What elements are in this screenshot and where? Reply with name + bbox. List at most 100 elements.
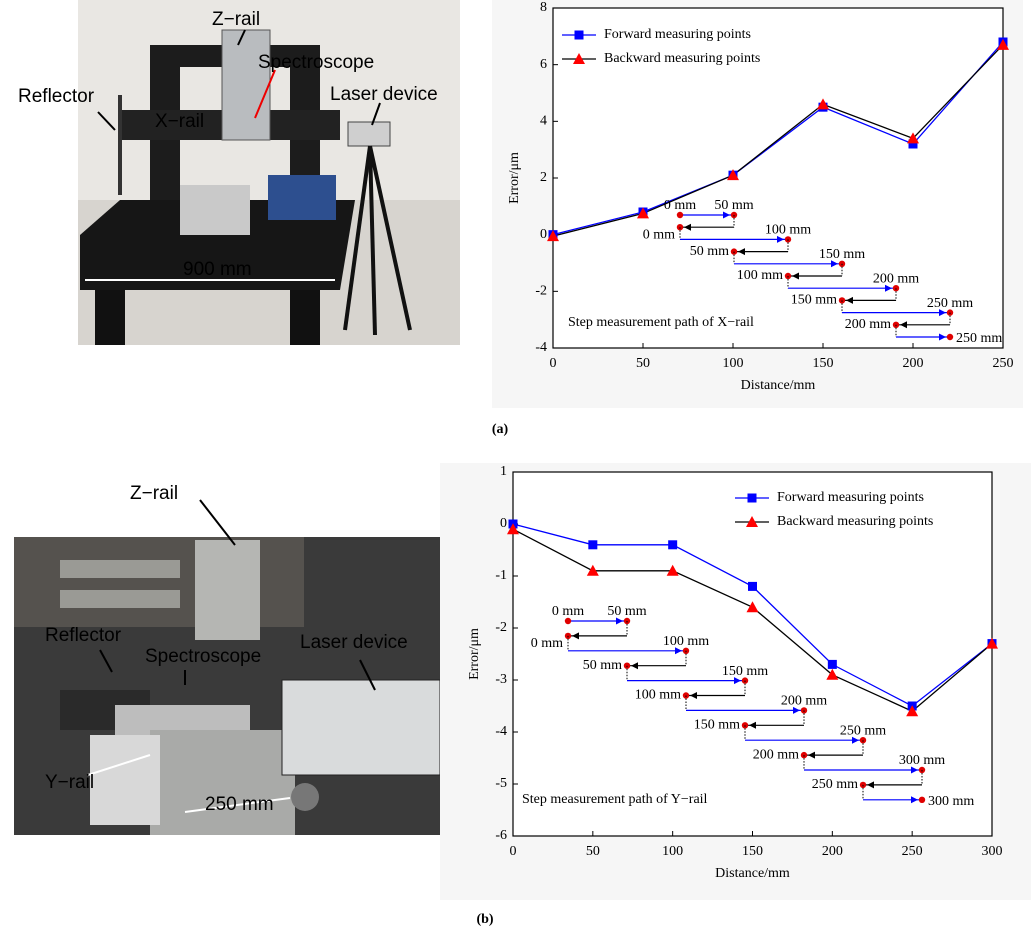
y-tick-label: 4: [540, 114, 547, 129]
marker-square: [827, 659, 837, 669]
y-axis-label: Error/μm: [467, 628, 482, 680]
x-tick-label: 250: [902, 844, 923, 859]
arrow-head: [846, 296, 853, 304]
arrow-head: [631, 662, 638, 670]
y-axis-label: Error/μm: [507, 152, 522, 204]
marker-triangle: [666, 564, 679, 576]
table-leg: [290, 290, 320, 345]
path-annotation: 150 mm: [819, 247, 865, 262]
path-annotation: 50 mm: [714, 198, 753, 213]
legend-label: Forward measuring points: [604, 27, 751, 42]
path-annotation: 100 mm: [737, 268, 783, 283]
x-tick-label: 200: [903, 356, 924, 371]
legend-label: Backward measuring points: [604, 51, 760, 66]
x-axis-label: Distance/mm: [741, 378, 816, 393]
y-tick-label: -4: [535, 340, 547, 355]
x-tick-label: 50: [586, 844, 600, 859]
y-tick-label: -4: [495, 724, 507, 739]
arrow-head: [723, 211, 730, 219]
x-axis-label: Distance/mm: [715, 866, 790, 881]
arrow-head: [777, 235, 784, 243]
arrow-head: [939, 309, 946, 317]
x-tick-label: 200: [822, 844, 843, 859]
marker-square: [668, 540, 678, 550]
arrow-head: [808, 751, 815, 759]
path-annotation: 100 mm: [765, 223, 811, 238]
series-line: [552, 41, 1004, 236]
pointer: [237, 29, 246, 46]
path-annotation: 0 mm: [552, 604, 584, 619]
photo-label: Y−rail: [45, 772, 94, 793]
path-annotation: 250 mm: [812, 777, 858, 792]
path-annotation: 100 mm: [635, 688, 681, 703]
y-tick-label: 2: [540, 170, 547, 185]
marker-triangle: [547, 230, 559, 242]
path-annotation: 50 mm: [607, 604, 646, 619]
series-line: [552, 44, 1004, 237]
marker-triangle: [986, 637, 998, 649]
arrow-head: [572, 632, 579, 640]
path-point: [918, 796, 926, 803]
marker-triangle: [727, 169, 739, 181]
path-point: [946, 309, 954, 316]
arrow-head: [831, 260, 838, 268]
arrow-head: [738, 248, 745, 256]
marker-triangle: [907, 132, 919, 144]
pointer: [97, 111, 116, 131]
arrow-head: [911, 766, 918, 774]
path-point: [676, 211, 684, 219]
marker-square: [748, 581, 757, 591]
y-tick-label: 0: [540, 227, 547, 242]
y-tick-label: -2: [535, 284, 547, 299]
marker-triangle: [906, 705, 919, 717]
table-top: [80, 200, 355, 290]
z-gantry: [14, 537, 304, 627]
chart: 0 50 100 150 200 250 -4 -2 0 2 4 6 8 Distance/mm Error…: [492, 0, 1023, 408]
photo-b: Z−rail Reflector Spectroscope Laser device Y…: [14, 483, 441, 835]
plot-area: [512, 471, 993, 837]
y-tick-label: 1: [500, 464, 507, 479]
path-annotation: 200 mm: [781, 694, 827, 709]
photo-label: Spectroscope: [258, 52, 374, 73]
x-tick-label: 0: [510, 844, 517, 859]
path-annotation: 100 mm: [663, 634, 709, 649]
path-annotation: 250 mm: [956, 331, 1002, 346]
arrow-head: [675, 647, 682, 655]
path-annotation: 0 mm: [664, 198, 696, 213]
arrow-head: [690, 692, 697, 699]
legend-label: Forward measuring points: [777, 490, 924, 505]
pointer: [99, 649, 113, 673]
path-title: Step measurement path of X−rail: [568, 315, 754, 330]
photo-label: Z−rail: [212, 9, 260, 30]
pointer: [254, 69, 276, 119]
y-tick-label: 6: [540, 57, 547, 72]
path-annotation: 200 mm: [753, 747, 799, 762]
path-annotation: 150 mm: [791, 293, 837, 308]
marker-triangle: [586, 564, 599, 576]
dimension-line: [184, 797, 291, 813]
y-tick-label: 8: [540, 0, 547, 15]
arrow-head: [939, 333, 946, 341]
path-annotation: 0 mm: [531, 636, 563, 651]
photo-label: Z−rail: [130, 483, 178, 504]
arrow-head: [867, 781, 874, 789]
arrow-head: [852, 736, 859, 744]
plot-area: [552, 7, 1004, 349]
path-annotation: 50 mm: [583, 658, 622, 673]
arrow-head: [793, 706, 800, 714]
path-annotation: 200 mm: [873, 271, 919, 286]
arrow-head: [911, 796, 918, 804]
x-tick-label: 150: [742, 844, 763, 859]
x-tick-label: 300: [982, 844, 1003, 859]
caption: (b): [476, 912, 493, 927]
photo-label: 250 mm: [205, 794, 274, 815]
legend-marker: [746, 516, 758, 527]
tripod-leg: [368, 145, 412, 331]
path-annotation: 250 mm: [840, 723, 886, 738]
arrow-head: [616, 617, 623, 625]
path-annotation: 300 mm: [928, 794, 974, 809]
z-carriage: [195, 540, 260, 640]
pointer: [359, 659, 376, 691]
arrow-head: [885, 284, 892, 292]
marker-square: [908, 139, 918, 149]
